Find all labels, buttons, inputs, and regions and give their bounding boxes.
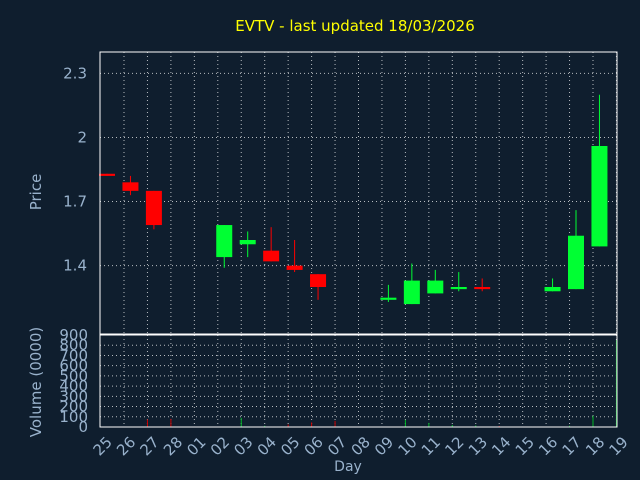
candle-body <box>216 225 233 258</box>
candle-body <box>591 146 608 247</box>
x-tick-label: 25 <box>90 433 116 459</box>
x-tick-labels: 2526272801020304050607080910111213141516… <box>90 433 632 459</box>
x-tick-label: 01 <box>183 433 209 459</box>
x-tick-label: 05 <box>277 433 303 459</box>
price-tick-label: 2.3 <box>63 64 87 82</box>
chart-title: EVTV - last updated 18/03/2026 <box>235 17 475 35</box>
price-grid <box>100 52 617 334</box>
candle-body <box>310 274 327 287</box>
candle-body <box>239 240 256 245</box>
volume-tick-label: 400 <box>59 377 88 395</box>
x-tick-label: 13 <box>465 433 491 459</box>
x-tick-label: 04 <box>254 433 280 459</box>
chart-frames <box>99 51 618 428</box>
candle-body <box>286 265 303 270</box>
volume-tick-label: 600 <box>59 357 88 375</box>
volume-tick-label: 300 <box>59 387 88 405</box>
price-axis-label: Price <box>27 174 45 211</box>
x-tick-label: 18 <box>582 433 608 459</box>
candle-body <box>427 280 444 294</box>
price-tick-label: 1.4 <box>63 257 87 275</box>
volume-panel-frame <box>99 334 618 428</box>
volume-tick-label: 800 <box>59 336 88 354</box>
x-tick-label: 27 <box>136 433 162 459</box>
x-tick-label: 09 <box>371 433 397 459</box>
candle-body <box>380 297 397 300</box>
volume-tick-label: 900 <box>59 326 88 344</box>
candle-body <box>145 190 162 226</box>
volume-tick-label: 700 <box>59 346 88 364</box>
candle-body <box>122 182 139 191</box>
volume-tick-label: 500 <box>59 367 88 385</box>
x-tick-label: 17 <box>559 433 585 459</box>
x-tick-label: 14 <box>488 433 514 459</box>
volume-tick-label: 100 <box>59 408 88 426</box>
candles-layer <box>99 94 608 305</box>
volume-tick-label: 0 <box>78 418 88 436</box>
x-tick-label: 16 <box>535 433 561 459</box>
candle-body <box>568 235 584 290</box>
x-axis-label: Day <box>334 459 362 475</box>
volume-bars-layer <box>123 340 617 427</box>
x-tick-label: 02 <box>207 433 233 459</box>
price-panel-frame <box>99 51 618 335</box>
candle-body <box>403 280 420 305</box>
volume-tick-label: 200 <box>59 398 88 416</box>
x-tick-label: 07 <box>324 433 350 459</box>
x-tick-label: 10 <box>394 433 420 459</box>
x-tick-label: 11 <box>418 433 444 459</box>
x-tick-label: 06 <box>301 433 327 459</box>
x-tick-label: 15 <box>512 433 538 459</box>
price-tick-label: 2 <box>77 128 87 146</box>
volume-grid <box>100 334 617 428</box>
candle-body <box>99 173 115 176</box>
x-tick-label: 28 <box>160 433 186 459</box>
volume-axis-label: Volume (0000) <box>27 327 45 437</box>
x-tick-label: 19 <box>605 433 631 459</box>
x-tick-label: 26 <box>113 433 139 459</box>
x-tick-label: 03 <box>230 433 256 459</box>
x-tick-label: 12 <box>441 433 467 459</box>
price-tick-label: 1.7 <box>63 193 87 211</box>
candle-body <box>263 250 280 262</box>
x-tick-label: 08 <box>348 433 374 459</box>
candle-body <box>474 287 491 290</box>
candle-body <box>544 287 561 292</box>
candle-body <box>450 287 467 290</box>
